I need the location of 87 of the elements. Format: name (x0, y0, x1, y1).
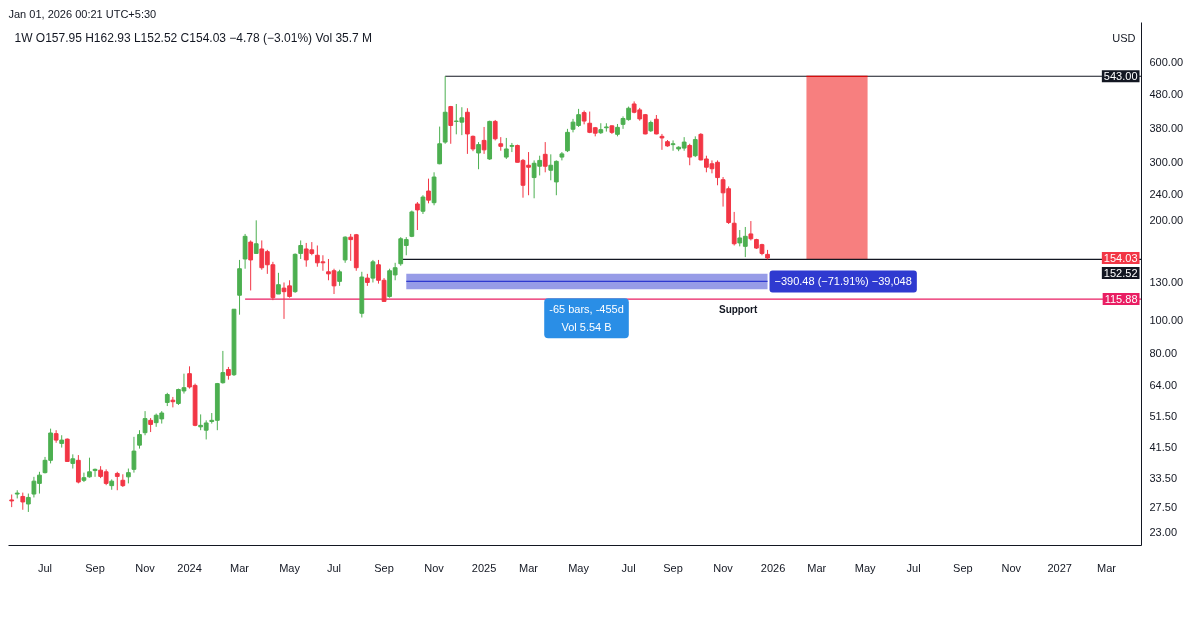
y-tick-label: 380.00 (1149, 121, 1184, 134)
x-tick-label: Sep (374, 561, 394, 574)
x-tick-label: Sep (953, 561, 973, 574)
candlestick (687, 143, 693, 166)
candlestick (87, 457, 92, 479)
candlestick (92, 468, 98, 478)
y-tick-label: 600.00 (1149, 55, 1184, 68)
candlestick (448, 105, 454, 145)
x-tick-label: Nov (424, 561, 445, 574)
candlestick (437, 126, 443, 165)
candlestick (565, 128, 570, 153)
text: Jan 01, 2026 00:21 UTC+5:30 (8, 7, 157, 20)
candlestick (64, 437, 70, 463)
candlestick (420, 194, 426, 215)
x-tick-label: May (854, 561, 877, 574)
candlestick (670, 139, 676, 152)
candlestick (81, 472, 87, 483)
candlestick (465, 107, 470, 155)
candlestick (492, 119, 498, 141)
candlestick (503, 137, 509, 160)
y-tick-label: 130.00 (1149, 276, 1184, 289)
x-tick-label: Mar (519, 561, 539, 574)
candlestick (276, 272, 281, 295)
y-axis-title: USD (1112, 31, 1136, 44)
candlestick (220, 350, 226, 385)
data-label: 152.52 (1103, 267, 1138, 280)
x-tick-label: Jul (327, 561, 342, 574)
candlestick (25, 493, 31, 513)
x-tick-label: May (279, 561, 301, 574)
x-tick-label: Jul (37, 561, 53, 574)
y-tick-label: 480.00 (1149, 88, 1184, 101)
candlestick (509, 142, 515, 153)
y-tick-label: 51.50 (1149, 410, 1178, 423)
y-tick-label: 23.00 (1149, 526, 1178, 539)
candlestick (114, 471, 120, 491)
y-tick-label: 300.00 (1149, 155, 1184, 168)
candlestick (653, 114, 659, 135)
y-tick-label: 80.00 (1149, 346, 1178, 359)
candlestick (370, 259, 376, 283)
candlestick (659, 133, 665, 151)
candlestick (75, 454, 81, 484)
candlestick (142, 410, 148, 436)
y-tick-label: 33.50 (1149, 472, 1178, 485)
candlestick (253, 219, 259, 254)
x-tick-label: Sep (663, 561, 683, 574)
x-tick-label: Sep (85, 561, 105, 574)
candlestick (481, 126, 487, 155)
candlestick (476, 141, 481, 170)
x-tick-label: Mar (807, 561, 827, 574)
annotation: 154.03 (1103, 252, 1138, 265)
series-label: Support (718, 304, 758, 316)
y-tick-label: 240.00 (1149, 188, 1184, 201)
x-tick-label: 2027 (1047, 561, 1072, 574)
x-tick-label: May (568, 561, 590, 574)
candlestick (748, 220, 754, 241)
data-label: 543.00 (1103, 70, 1138, 83)
x-tick-label: Mar (230, 561, 250, 574)
x-tick-label: 2024 (177, 561, 202, 574)
candlestick (170, 396, 176, 408)
candlestick (542, 141, 548, 173)
y-tick-label: 41.50 (1149, 441, 1178, 454)
y-tick-label: 200.00 (1149, 214, 1184, 227)
candlestick (248, 239, 254, 291)
candlestick (131, 436, 137, 474)
candlestick (298, 239, 304, 260)
candlestick (242, 233, 248, 270)
x-tick-label: Nov (713, 561, 734, 574)
candlestick (731, 211, 737, 246)
x-tick-label: 2025 (471, 561, 497, 574)
x-tick-label: 2026 (760, 561, 786, 574)
candlestick (426, 178, 431, 204)
y-tick-label: 27.50 (1149, 500, 1178, 513)
annotation: -65 bars, -455d Vol 5.54 B (549, 303, 624, 334)
y-tick-label: 64.00 (1149, 378, 1178, 391)
x-tick-label: Jul (906, 561, 921, 574)
candlestick (137, 429, 142, 450)
x-tick-label: Nov (135, 561, 156, 574)
candlestick (692, 135, 698, 158)
y-tick-label: 100.00 (1149, 314, 1184, 327)
candlestick (415, 201, 420, 231)
x-tick-label: Mar (1097, 561, 1117, 574)
x-tick-label: Nov (1001, 561, 1022, 574)
annotation: −390.48 (−71.91%) −39,048 (774, 275, 912, 288)
candlestick (342, 235, 348, 264)
x-tick-label: Jul (621, 561, 636, 574)
data-label: 115.88 (1104, 293, 1138, 306)
text: 1W O157.95 H162.93 L152.52 C154.03 −4.78 (−3.01%) Vol 35.7 M (14, 30, 373, 45)
